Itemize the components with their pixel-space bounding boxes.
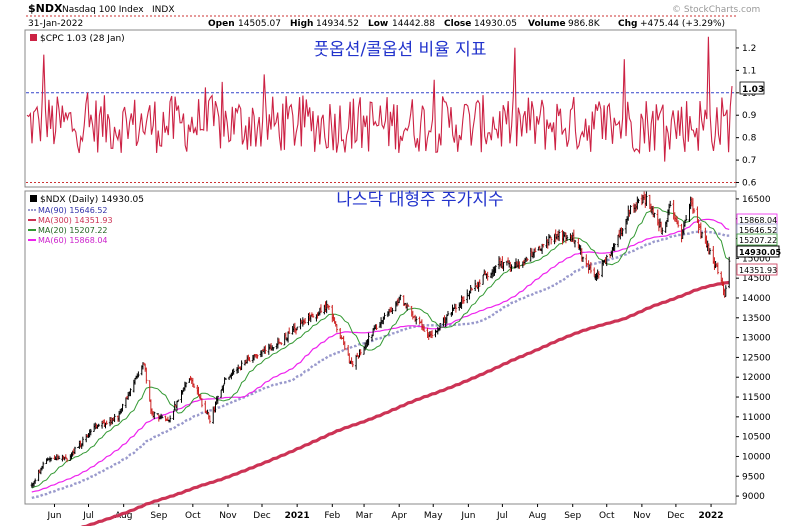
cpc-y-axis: 0.60.70.80.91.01.11.2 [736, 44, 757, 189]
close-label: Close [444, 19, 471, 29]
cpc-legend-swatch [30, 34, 37, 41]
x-tick-label: May [424, 511, 443, 521]
x-tick-label: Feb [324, 511, 340, 521]
low-label: Low [368, 19, 388, 29]
cpc-tick-label: 0.9 [742, 111, 757, 121]
cpc-legend: $CPC 1.03 (28 Jan) [40, 34, 125, 44]
ndx-x-axis: Jun Jul Aug Sep Oct Nov Dec 2021 Feb Mar Apr May Jun… [46, 504, 724, 521]
ndx-tick-label: 9000 [742, 492, 765, 502]
price-tag-ma20: 15207.22 [736, 233, 778, 246]
ndx-panel-frame [24, 190, 737, 505]
close-value: 14930.05 [474, 19, 517, 29]
ndx-tick-label: 9500 [742, 472, 765, 482]
ma300-line [80, 280, 730, 526]
x-tick-label: Dec [253, 511, 270, 521]
x-tick-label: Dec [667, 511, 684, 521]
x-tick-label: Nov [219, 511, 237, 521]
ndx-legend-main: $NDX (Daily) 14930.05 [40, 195, 144, 205]
x-tick-label: Jul [82, 511, 94, 521]
legend-ma90: MA(90) 15646.52 [38, 206, 108, 215]
ndx-panel-title: 나스닥 대형주 주가지수 [336, 190, 503, 210]
volume-label: Volume [528, 19, 566, 29]
ndx-tick-label: 10000 [742, 452, 771, 462]
cpc-last-tag-box [739, 81, 765, 95]
ndx-legend-swatch [30, 195, 37, 202]
ndx-tick-label: 13000 [742, 334, 771, 344]
ndx-tick-label: 13500 [742, 314, 771, 324]
price-tag-close-text: 14930.05 [739, 248, 781, 257]
cpc-tick-label: 1.2 [742, 44, 756, 54]
open-label: Open [208, 19, 235, 29]
ohlc-bars [30, 191, 731, 488]
ma90-line [31, 230, 730, 500]
x-tick-label: Sep [564, 511, 581, 521]
date-label: 31-Jan-2022 [28, 19, 83, 29]
x-tick-label: Mar [356, 511, 373, 521]
price-tag-ma300-text: 14351.93 [739, 266, 777, 275]
low-value: 14442.88 [392, 19, 435, 29]
ndx-tick-label: 14000 [742, 294, 771, 304]
cpc-tick-label: 0.6 [742, 179, 757, 189]
ndx-tick-label: 12000 [742, 373, 771, 383]
x-tick-label: Apr [391, 511, 407, 521]
ndx-panel: 9000 9500 10000 10500 11000 11500 12000 12500 13… [24, 190, 781, 526]
x-tick-label: Oct [599, 511, 615, 521]
high-value: 14934.52 [316, 19, 359, 29]
price-tag-ma300: 14351.93 [736, 263, 778, 276]
x-tick-label: 2021 [285, 511, 310, 521]
ndx-tick-label: 11500 [742, 393, 771, 403]
x-tick-label: Jul [496, 511, 508, 521]
x-tick-label: Oct [185, 511, 201, 521]
ndx-tick-label: 11000 [742, 413, 771, 423]
x-tick-label: Sep [150, 511, 167, 521]
price-tag-ma60-text: 15868.04 [739, 216, 777, 225]
price-tag-ma90-text: 15646.52 [739, 226, 777, 235]
cpc-panel-title: 풋옵션/콜옵션 비율 지표 [314, 40, 487, 60]
price-tag-close: 14930.05 [736, 245, 781, 258]
ma20-line [31, 207, 730, 489]
volume-value: 986.8K [568, 19, 601, 29]
symbol-label: $NDX [28, 2, 63, 15]
price-tag-ma20-text: 15207.22 [739, 236, 777, 245]
ndx-tick-label: 12500 [742, 353, 771, 363]
ndx-tick-label: 10500 [742, 433, 771, 443]
x-tick-label: Aug [115, 511, 133, 521]
index-name: Nasdaq 100 Index [62, 5, 144, 15]
exchange-label: INDX [152, 5, 174, 15]
chg-value: +475.44 (+3.29%) [640, 19, 725, 29]
cpc-series-line [26, 36, 733, 162]
price-tag-ma90: 15646.52 [736, 223, 778, 236]
ndx-tick-label: 16500 [742, 195, 771, 205]
cpc-panel: 0.60.70.80.91.01.11.2 1.03 $CPC 1.03 (28… [24, 15, 765, 189]
x-tick-label: Jun [46, 511, 61, 521]
legend-ma60: MA(60) 15868.04 [38, 236, 108, 245]
legend-ma20: MA(20) 15207.22 [38, 226, 108, 235]
cpc-tick-label: 0.7 [742, 156, 756, 166]
x-tick-label: 2022 [699, 511, 724, 521]
price-tag-ma60: 15868.04 [736, 213, 778, 226]
cpc-tick-label: 0.8 [742, 134, 757, 144]
legend-ma300: MA(300) 14351.93 [38, 216, 113, 225]
watermark: © StockCharts.com [672, 5, 760, 15]
x-tick-label: Aug [529, 511, 547, 521]
ndx-tick-label: 14500 [742, 274, 771, 284]
x-tick-label: Jun [460, 511, 475, 521]
chg-label: Chg [618, 19, 637, 29]
cpc-tick-label: 1.1 [742, 66, 756, 76]
ndx-tick-label: 15000 [742, 254, 771, 264]
x-tick-label: Nov [633, 511, 651, 521]
open-value: 14505.07 [238, 19, 281, 29]
cpc-last-tag: 1.03 [742, 85, 764, 95]
high-label: High [290, 19, 313, 29]
